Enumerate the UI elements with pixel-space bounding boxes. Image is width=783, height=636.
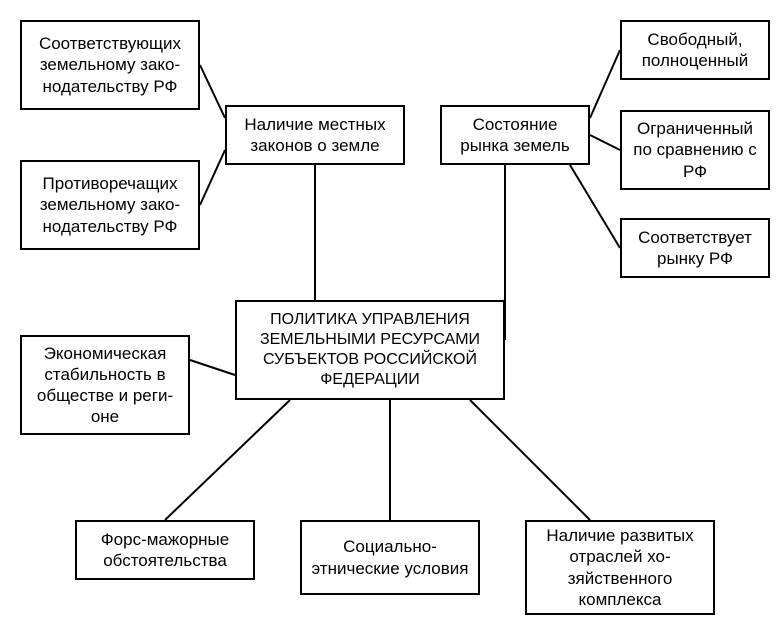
node-force-majeure: Форс-мажорные обстоятельства bbox=[75, 520, 255, 580]
node-limited-market: Ограниченный по сравнению с РФ bbox=[620, 110, 770, 190]
node-contradicting-rf-law: Противоречащих земельному зако­нодательс… bbox=[20, 160, 200, 250]
node-corresponding-rf-law: Соответствующих земельному зако­нодатель… bbox=[20, 20, 200, 110]
node-social-ethnic: Социально-этнические усло­вия bbox=[300, 520, 480, 595]
diagram-canvas: Соответствующих земельному зако­нодатель… bbox=[0, 0, 783, 636]
node-local-land-laws: Наличие местных законов о земле bbox=[225, 105, 405, 165]
node-central-policy: ПОЛИТИКА УПРАВЛЕНИЯ ЗЕМЕЛЬНЫМИ РЕСУРСАМИ… bbox=[235, 300, 505, 400]
node-economic-stability: Экономическая стабильность в обществе и … bbox=[20, 335, 190, 435]
node-land-market-state: Состояние рынка земель bbox=[440, 105, 590, 165]
node-matches-rf-market: Соответствует рынку РФ bbox=[620, 218, 770, 278]
node-free-full-market: Свободный, полноценный bbox=[620, 20, 770, 80]
node-economic-sectors: Наличие разви­тых отраслей хо­зяйственно… bbox=[525, 520, 715, 615]
